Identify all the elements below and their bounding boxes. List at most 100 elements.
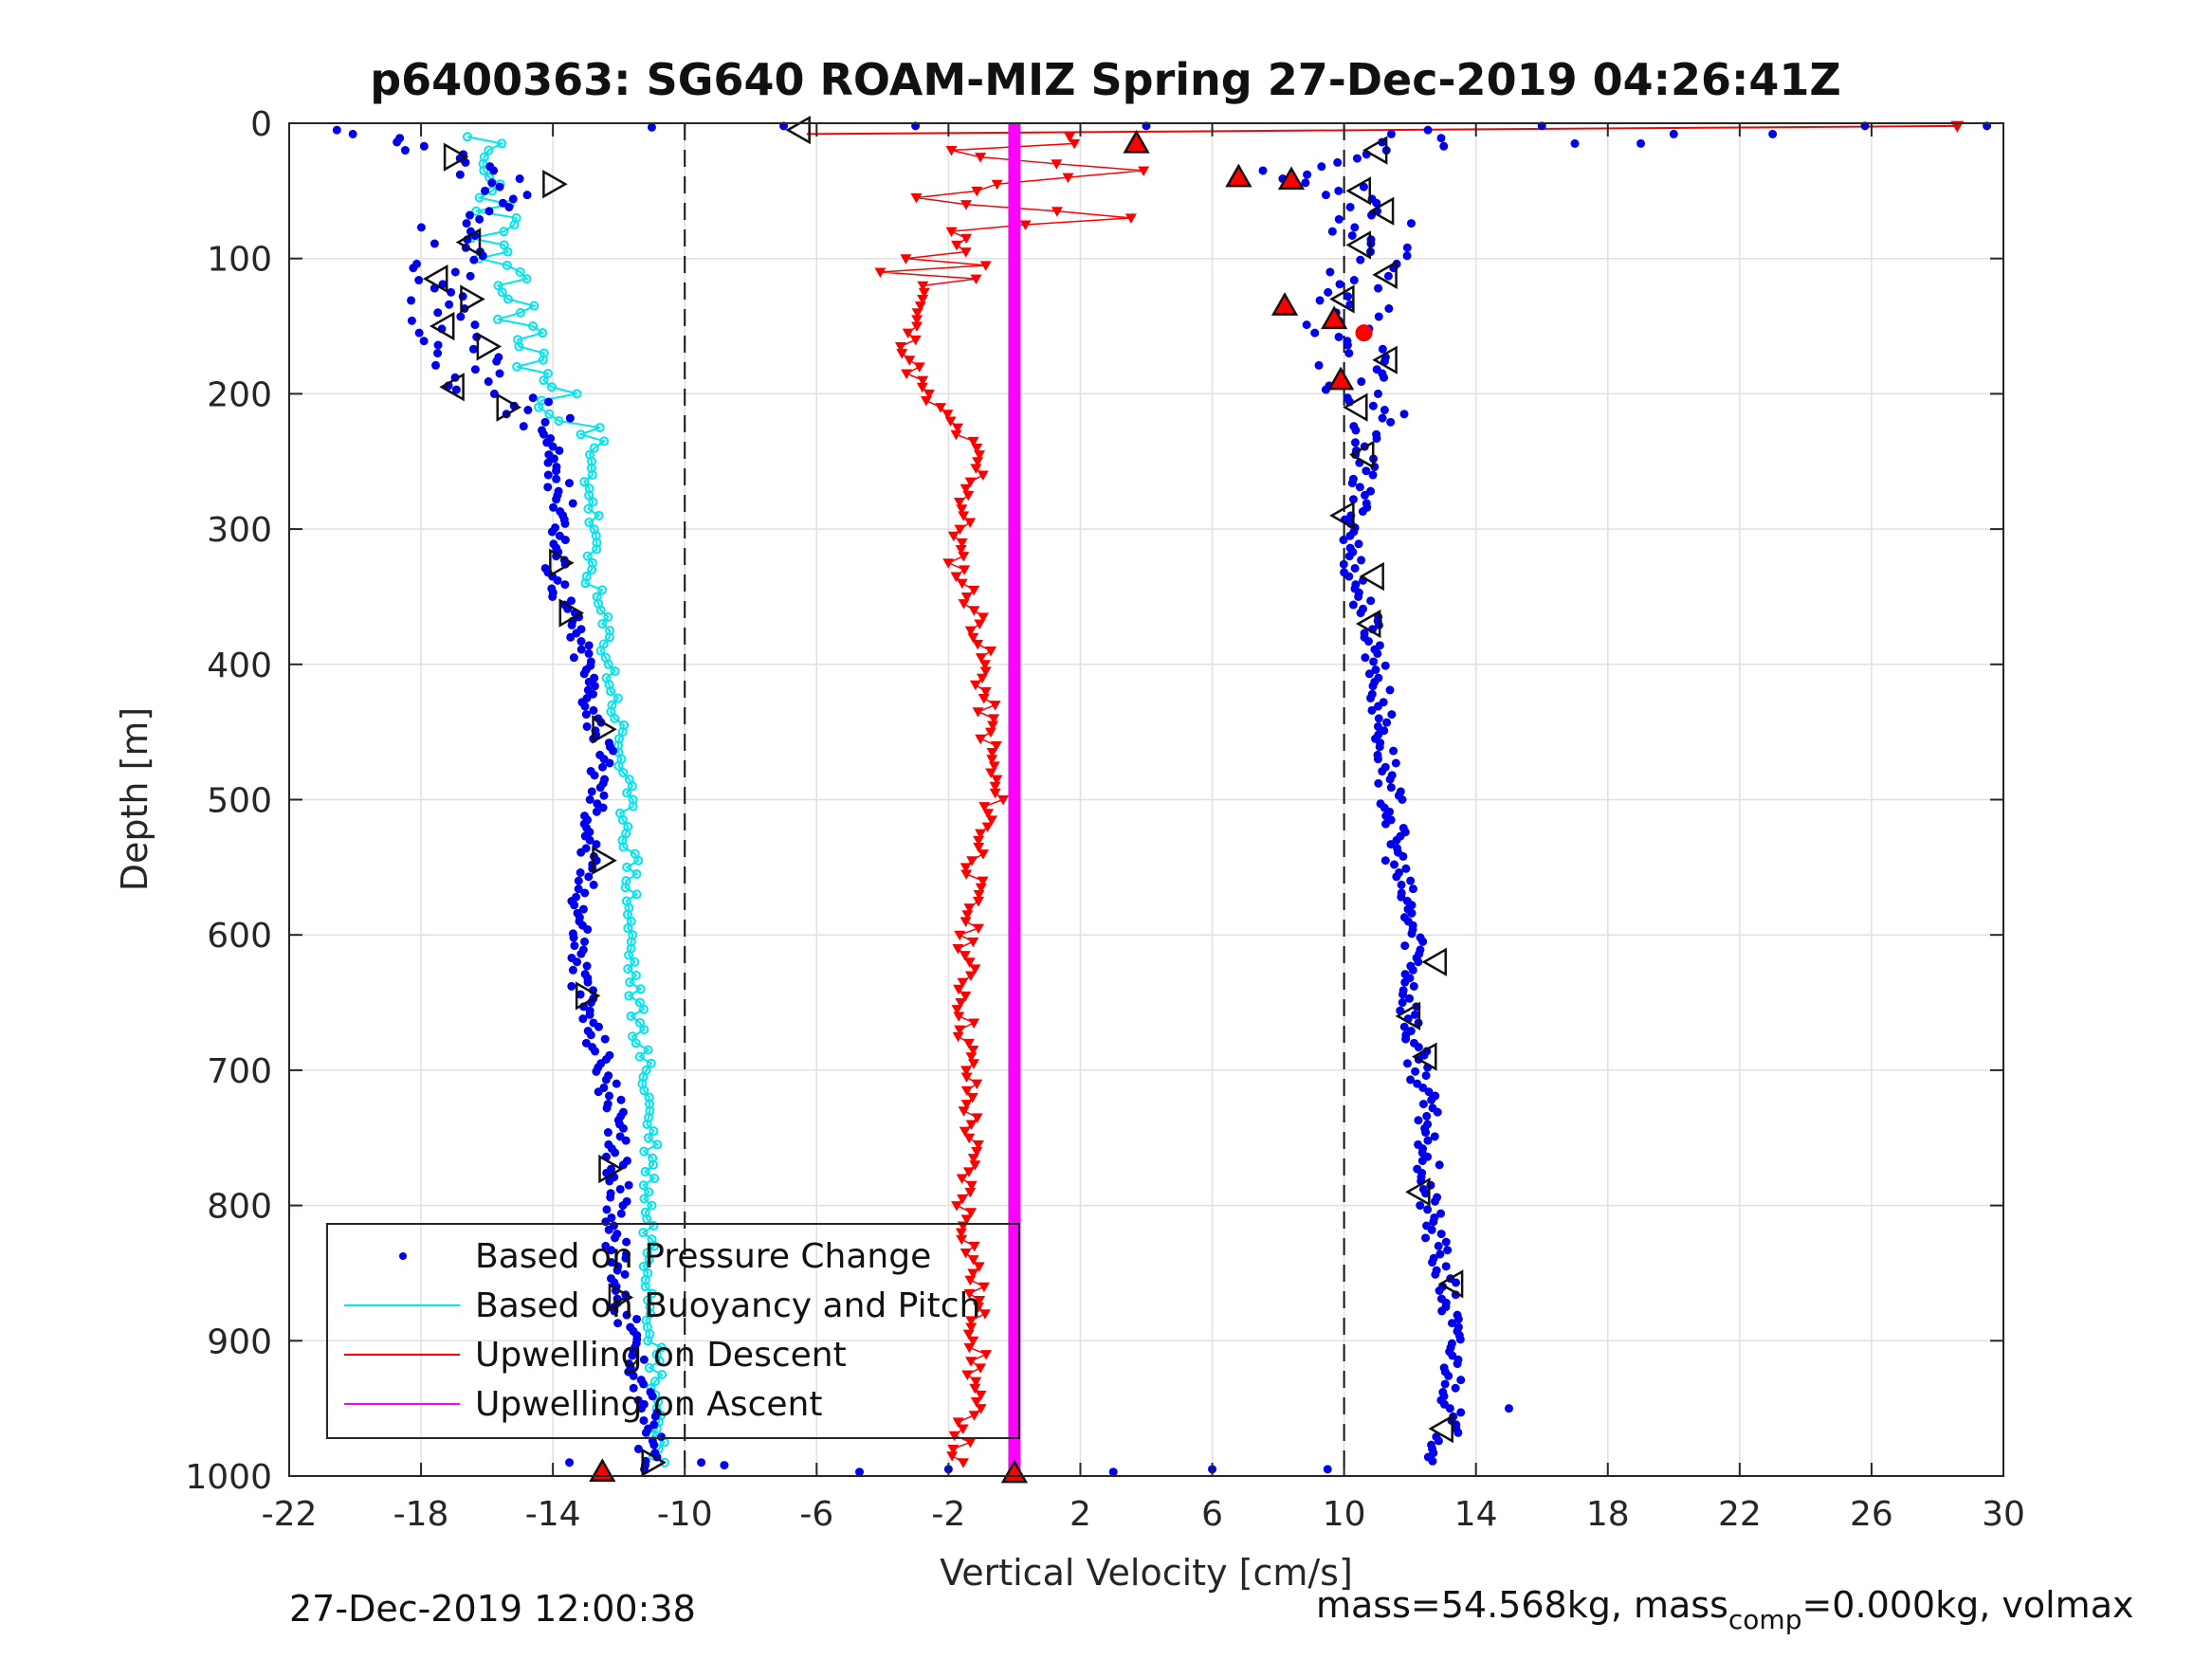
upwelling-descent-marker	[982, 809, 995, 819]
upwelling-descent-marker	[977, 612, 989, 623]
buoyancy-marker	[603, 611, 613, 622]
buoyancy-marker	[654, 1356, 665, 1366]
upwelling-descent-marker	[958, 599, 970, 610]
buoyancy-marker	[617, 814, 628, 825]
buoyancy-marker	[462, 132, 472, 142]
buoyancy-marker	[638, 1004, 649, 1014]
buoyancy-marker	[603, 659, 613, 669]
pressure-descent-dot	[469, 255, 479, 264]
upwelling-descent-marker	[973, 1262, 985, 1272]
buoyancy-marker	[606, 686, 616, 697]
upwelling-descent-marker	[986, 755, 998, 765]
pressure-descent-dot	[609, 746, 618, 756]
upwelling-descent-marker	[944, 416, 957, 427]
upwelling-descent-marker	[971, 1079, 983, 1090]
pressure-ascent-dot	[1447, 1319, 1456, 1328]
buoyancy-marker	[634, 997, 645, 1008]
upwelling-descent-marker	[988, 761, 1000, 772]
upwelling-descent-marker	[960, 233, 973, 245]
buoyancy-marker	[618, 767, 629, 777]
buoyancy-marker	[594, 510, 604, 520]
upwelling-descent-marker	[947, 531, 960, 542]
pressure-ascent-dot	[1437, 1306, 1447, 1316]
pressure-descent-dot	[590, 682, 599, 691]
buoyancy-marker	[644, 1362, 654, 1373]
upwelling-descent-marker	[965, 1322, 978, 1334]
pressure-descent-dot	[515, 174, 524, 184]
pressure-ascent-dot	[1335, 280, 1344, 289]
pressure-outlier-dot	[1570, 138, 1580, 148]
pressure-descent-dot	[583, 924, 593, 934]
pressure-descent-dot	[629, 1371, 638, 1380]
upwelling-descent-marker	[972, 923, 984, 935]
pressure-ascent-dot	[1400, 977, 1410, 987]
buoyancy-marker	[587, 470, 597, 481]
x-tick-label: -22	[262, 1495, 318, 1534]
pressure-descent-dot	[547, 527, 557, 537]
upwelling-descent-marker	[917, 281, 929, 292]
pressure-ascent-dot	[1453, 1359, 1462, 1369]
upwelling-descent-marker	[969, 1160, 981, 1171]
upwelling-descent-marker	[959, 1126, 971, 1138]
pressure-descent-dot	[549, 502, 558, 512]
upwelling-descent-marker	[904, 356, 916, 366]
upwelling-descent-marker	[950, 429, 962, 441]
pressure-ascent-dot	[1361, 653, 1370, 663]
upwelling-descent-marker	[951, 1005, 963, 1015]
upwelling-descent-marker	[957, 1424, 969, 1435]
open-triangle-marker	[641, 1448, 667, 1477]
open-triangle-marker	[496, 392, 521, 422]
x-tick-label: 26	[1850, 1495, 1893, 1534]
pressure-ascent-dot	[1350, 223, 1360, 232]
upwelling-descent-marker	[920, 396, 932, 407]
upwelling-descent-marker	[975, 1390, 987, 1401]
y-tick-label: 500	[207, 782, 272, 821]
pressure-ascent-dot	[1435, 1160, 1444, 1170]
buoyancy-marker	[622, 862, 632, 872]
upwelling-descent-marker	[975, 734, 987, 745]
pressure-ascent-dot	[1456, 1376, 1466, 1385]
buoyancy-marker	[597, 618, 608, 629]
pressure-ascent-dot	[1349, 276, 1359, 285]
red-triangle-marker	[1123, 129, 1150, 154]
buoyancy-marker	[648, 1159, 658, 1170]
upwelling-descent-marker	[954, 1025, 966, 1036]
pressure-descent-dot	[433, 308, 443, 318]
upwelling-descent-marker	[968, 1241, 980, 1252]
pressure-ascent-dot	[1389, 746, 1398, 756]
pressure-descent-dot	[400, 146, 410, 155]
pressure-ascent-dot	[1374, 778, 1383, 788]
upwelling-descent-marker	[953, 1012, 965, 1022]
pressure-ascent-dot	[1381, 819, 1391, 829]
buoyancy-marker	[647, 1200, 657, 1211]
upwelling-descent-marker	[911, 308, 923, 319]
upwelling-descent-marker	[945, 146, 958, 156]
upwelling-descent-marker	[954, 930, 966, 941]
upwelling-descent-marker	[960, 1085, 973, 1097]
pressure-ascent-dot	[1301, 178, 1310, 188]
upwelling-descent-marker	[978, 693, 990, 704]
pressure-outlier-dot	[1504, 1404, 1513, 1413]
x-tick-label: -14	[525, 1495, 581, 1534]
buoyancy-marker	[544, 409, 555, 419]
upwelling-descent-marker	[972, 639, 984, 650]
pressure-descent-dot	[637, 1404, 647, 1413]
y-tick-label: 100	[207, 241, 272, 280]
pressure-descent-dot	[580, 888, 590, 898]
buoyancy-marker	[493, 281, 503, 291]
pressure-descent-dot	[470, 320, 480, 330]
buoyancy-marker	[597, 585, 608, 595]
pressure-descent-dot	[470, 365, 480, 374]
upwelling-descent-marker	[952, 1417, 964, 1428]
pressure-descent-dot	[565, 413, 575, 423]
upwelling-descent-marker	[967, 1045, 979, 1056]
open-triangle-marker	[598, 1154, 624, 1184]
pressure-ascent-dot	[1315, 296, 1325, 305]
pressure-ascent-dot	[1423, 1205, 1433, 1214]
pressure-descent-dot	[578, 904, 588, 914]
pressure-descent-dot	[611, 1148, 620, 1158]
buoyancy-marker	[638, 1228, 649, 1238]
upwelling-descent-marker	[1069, 138, 1081, 150]
pressure-ascent-dot	[1327, 227, 1337, 236]
upwelling-descent-marker	[1051, 159, 1063, 170]
